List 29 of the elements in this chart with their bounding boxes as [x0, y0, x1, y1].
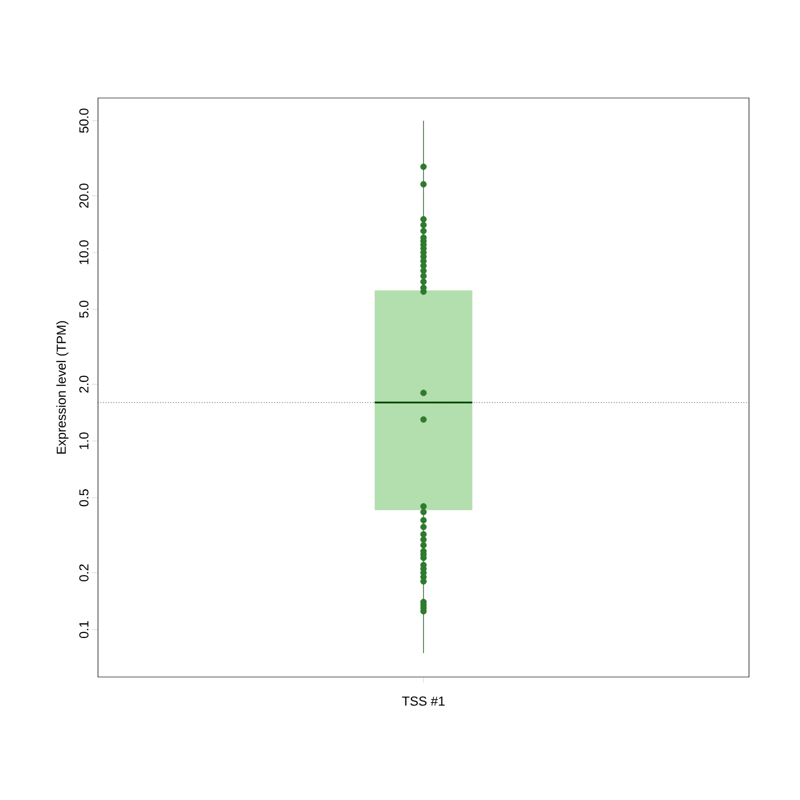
y-tick-label: 2.0: [79, 376, 88, 393]
point: [420, 278, 427, 285]
point: [420, 268, 427, 274]
point: [420, 517, 427, 524]
y-axis-title: Expression level (TPM): [56, 321, 68, 454]
point: [420, 503, 427, 510]
y-tick-label: 0.5: [79, 489, 88, 506]
point: [420, 536, 427, 543]
point: [420, 222, 427, 228]
y-tick-label: 5.0: [79, 300, 88, 318]
point: [420, 416, 427, 423]
y-tick-label: 20.0: [79, 184, 88, 208]
y-tick-label: 0.2: [79, 564, 88, 582]
point: [420, 216, 427, 222]
point: [420, 578, 427, 585]
point: [420, 228, 427, 234]
point: [420, 272, 427, 280]
point: [420, 390, 427, 396]
point: [420, 508, 427, 516]
point: [420, 542, 427, 548]
point: [420, 524, 427, 530]
y-tick-label: 50.0: [79, 108, 88, 133]
x-tick-label: TSS #1: [402, 696, 445, 706]
point: [420, 531, 427, 538]
y-tick-label: 0.1: [79, 621, 88, 638]
point: [420, 181, 427, 188]
y-tick-label: 1.0: [79, 432, 88, 450]
point: [420, 164, 427, 170]
y-tick-label: 10.0: [79, 240, 88, 264]
